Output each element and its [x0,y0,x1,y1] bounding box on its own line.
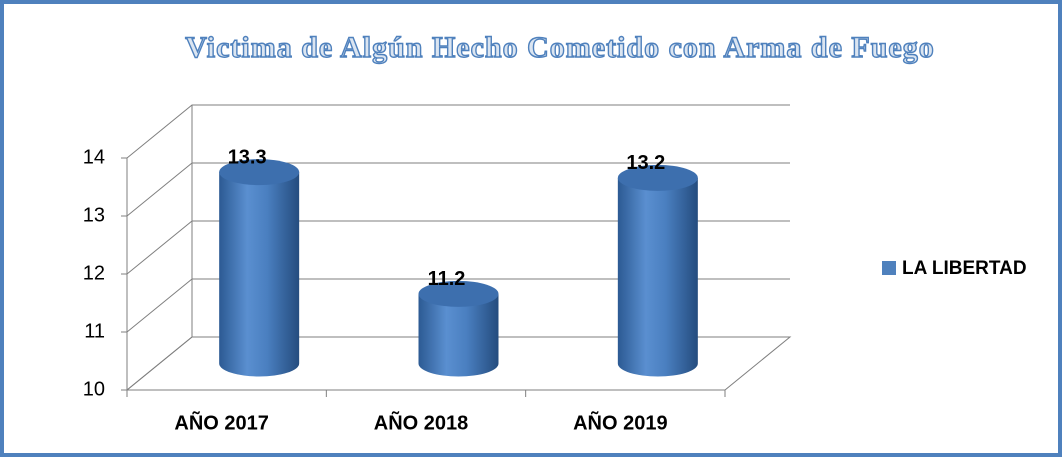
bar-top [418,280,499,307]
data-label: 13.3 [228,146,267,168]
grid-line [126,220,790,275]
y-tick-label: 13 [83,204,105,226]
y-tick-label: 10 [83,378,105,400]
x-tick-label: AÑO 2019 [573,411,668,434]
chart-title: Victima de Algún Hecho Cometido con Arma… [185,31,935,64]
bar [418,293,499,377]
grid-line [126,336,790,391]
legend-swatch [882,261,896,275]
y-tick-label: 11 [84,320,105,342]
bar [219,172,300,377]
data-label: 13.2 [626,152,665,174]
grid-line [126,162,790,217]
y-tick-label: 14 [83,146,105,168]
y-tick-label: 12 [83,262,105,284]
bar [617,177,698,377]
bar-top [617,164,698,191]
bar-top [219,159,300,186]
data-label: 11.2 [428,268,466,290]
legend-label: LA LIBERTAD [902,258,1027,279]
grid-line [126,278,790,333]
x-tick-label: AÑO 2018 [374,411,469,434]
x-tick-label: AÑO 2017 [174,411,269,434]
grid-line [126,104,790,159]
